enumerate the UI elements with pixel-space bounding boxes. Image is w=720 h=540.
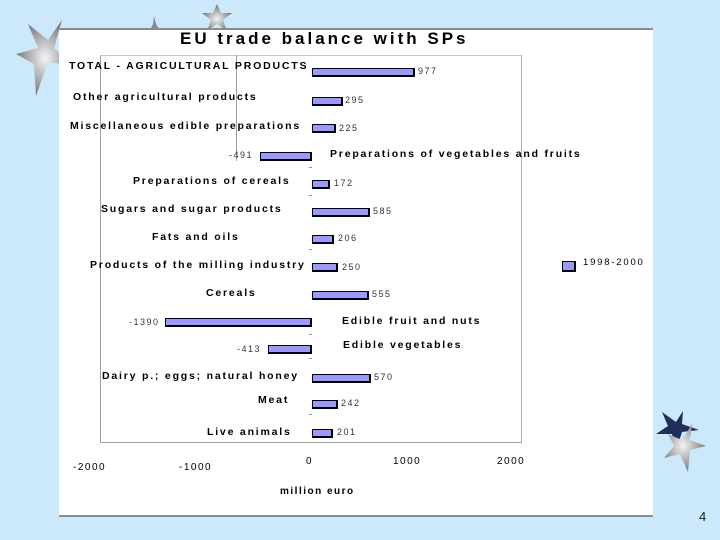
bar — [312, 263, 338, 272]
axis-tick — [309, 167, 312, 168]
star-dark-decoration-icon — [656, 411, 699, 450]
bar — [312, 235, 334, 244]
bar — [312, 97, 343, 106]
category-label: Other agricultural products — [73, 91, 258, 103]
bar — [165, 318, 312, 327]
star-decoration-icon — [664, 424, 706, 472]
star-decoration-icon — [16, 20, 74, 96]
category-label: Miscellaneous edible preparations — [70, 120, 301, 132]
bar — [312, 374, 371, 383]
x-tick-label: -1000 — [179, 462, 213, 473]
value-label: 585 — [373, 206, 393, 216]
value-label: 172 — [334, 178, 354, 188]
category-label: Meat — [258, 394, 290, 406]
x-axis-title: million euro — [280, 486, 355, 497]
value-label: -413 — [237, 344, 262, 354]
axis-tick — [309, 195, 312, 196]
bar — [312, 291, 369, 300]
x-tick-label: 0 — [306, 456, 314, 467]
value-label: 555 — [372, 289, 392, 299]
category-label: Cereals — [206, 287, 257, 299]
value-label: 225 — [339, 123, 359, 133]
category-label: Preparations of cereals — [133, 175, 291, 187]
category-label: Live animals — [207, 426, 292, 438]
axis-tick — [309, 358, 312, 359]
legend-label: 1998-2000 — [583, 257, 645, 268]
value-label: 242 — [341, 398, 361, 408]
plot-area — [100, 55, 522, 443]
plot-divider — [236, 55, 237, 161]
bar — [312, 180, 330, 189]
category-label: Products of the milling industry — [90, 259, 306, 271]
value-label: 250 — [342, 262, 362, 272]
legend-swatch — [562, 261, 576, 272]
x-tick-label: -2000 — [73, 462, 107, 473]
x-tick-label: 1000 — [393, 456, 422, 467]
value-label: 295 — [345, 95, 365, 105]
category-label: Preparations of vegetables and fruits — [330, 148, 582, 160]
star-decoration-icon — [202, 4, 232, 31]
value-label: 201 — [337, 427, 357, 437]
bar — [312, 429, 333, 438]
bar — [312, 208, 370, 217]
value-label: -491 — [229, 150, 254, 160]
axis-tick — [309, 414, 312, 415]
value-label: 570 — [374, 372, 394, 382]
value-label: 206 — [338, 233, 358, 243]
bar — [268, 345, 312, 354]
chart-panel: EU trade balance with SPs TOTAL - AGRICU… — [59, 28, 653, 517]
category-label: Edible vegetables — [343, 339, 463, 351]
category-label: Fats and oils — [152, 231, 240, 243]
value-label: -1390 — [129, 317, 160, 327]
bar — [260, 152, 312, 161]
x-tick-label: 2000 — [497, 456, 526, 467]
axis-tick — [309, 334, 312, 335]
bar-total — [312, 68, 415, 77]
category-label: Edible fruit and nuts — [342, 315, 482, 327]
category-label: Dairy p.; eggs; natural honey — [102, 370, 299, 382]
bar — [312, 124, 336, 133]
page-number: 4 — [699, 509, 707, 524]
category-label: TOTAL - AGRICULTURAL PRODUCTS — [69, 60, 309, 72]
star-decoration-icon — [150, 16, 160, 30]
category-label: Sugars and sugar products — [101, 203, 283, 215]
axis-tick — [309, 249, 312, 250]
value-label: 977 — [418, 66, 438, 76]
bar — [312, 400, 338, 409]
